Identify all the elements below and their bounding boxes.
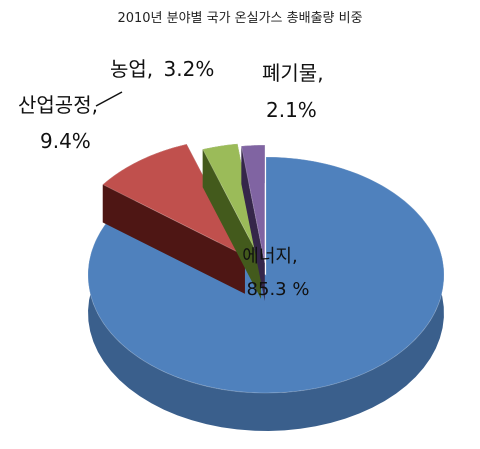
slice-label-energy-value: 85.3 % <box>247 279 310 300</box>
slice-label-waste-value: 2.1% <box>266 98 317 122</box>
slice-wall-agriculture-0 <box>202 149 261 299</box>
slice-top-waste <box>240 144 266 264</box>
slice-label-agriculture: 농업, 3.2% <box>110 57 214 81</box>
slice-industry <box>102 143 246 294</box>
slice-label-agriculture-name: 농업, <box>110 57 153 81</box>
slice-label-waste-name: 폐기물, <box>262 61 324 85</box>
slice-label-industry-value: 9.4% <box>40 129 91 153</box>
chart-title: 2010년 분야별 국가 온실가스 총배출량 비중 <box>117 11 362 26</box>
slice-waste <box>240 144 266 302</box>
slice-wall-industry-0 <box>102 184 245 294</box>
slice-top-energy <box>87 156 445 394</box>
leader-line-industry <box>95 91 123 107</box>
slice-top-agriculture <box>202 143 262 261</box>
slice-label-energy-name: 에너지, <box>242 246 297 267</box>
slice-wall-waste-0 <box>241 146 265 302</box>
slices-layer <box>87 143 445 431</box>
slice-top-industry <box>102 143 246 257</box>
slice-label-agriculture-value: 3.2% <box>164 57 215 81</box>
slice-label-industry-name: 산업공정, <box>18 93 98 117</box>
